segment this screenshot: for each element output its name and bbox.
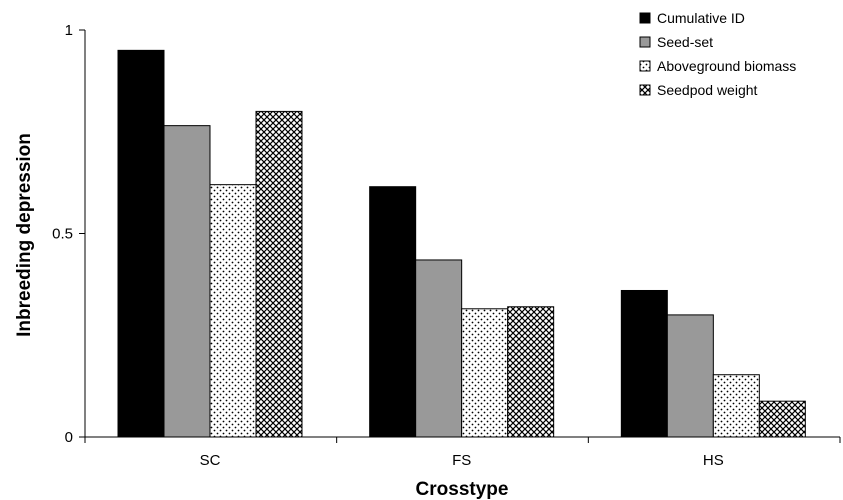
legend-swatch [639,12,651,24]
x-axis-title: Crosstype [416,479,509,500]
bar-fs-cumulative-id [369,186,417,438]
legend-swatch [639,60,651,72]
y-tick-label: 1 [65,22,73,39]
legend-swatch [639,36,651,48]
bar-sc-seed-set [163,125,211,438]
x-tick-label: HS [703,452,724,469]
legend-label: Cumulative ID [657,10,745,26]
bar-sc-aboveground-biomass [209,184,257,438]
bar-hs-seed-set [666,314,714,438]
x-tick-label: SC [200,452,221,469]
bar-sc-cumulative-id [117,49,165,438]
bars-group [117,49,806,438]
bar-hs-cumulative-id [620,289,668,438]
bar-fs-aboveground-biomass [461,308,509,438]
legend: Cumulative ID Seed-set Aboveground biomass… [639,10,796,98]
legend-label: Seedpod weight [657,82,758,98]
bar-fs-seed-set [415,259,463,438]
bar-hs-seedpod-weight [758,400,806,438]
x-ticks-group: SC FS HS [84,437,841,469]
legend-label: Aboveground biomass [657,58,796,74]
bar-sc-seedpod-weight [255,110,303,438]
bar-fs-seedpod-weight [507,306,555,438]
x-tick-label: FS [452,452,471,469]
y-ticks-group: 00.51 [52,22,85,446]
y-axis-title: Inbreeding depression [14,133,35,337]
bar-hs-aboveground-biomass [712,374,760,438]
y-tick-label: 0 [65,429,73,446]
y-tick-label: 0.5 [52,226,73,243]
legend-label: Seed-set [657,34,713,50]
legend-swatch [639,84,651,96]
